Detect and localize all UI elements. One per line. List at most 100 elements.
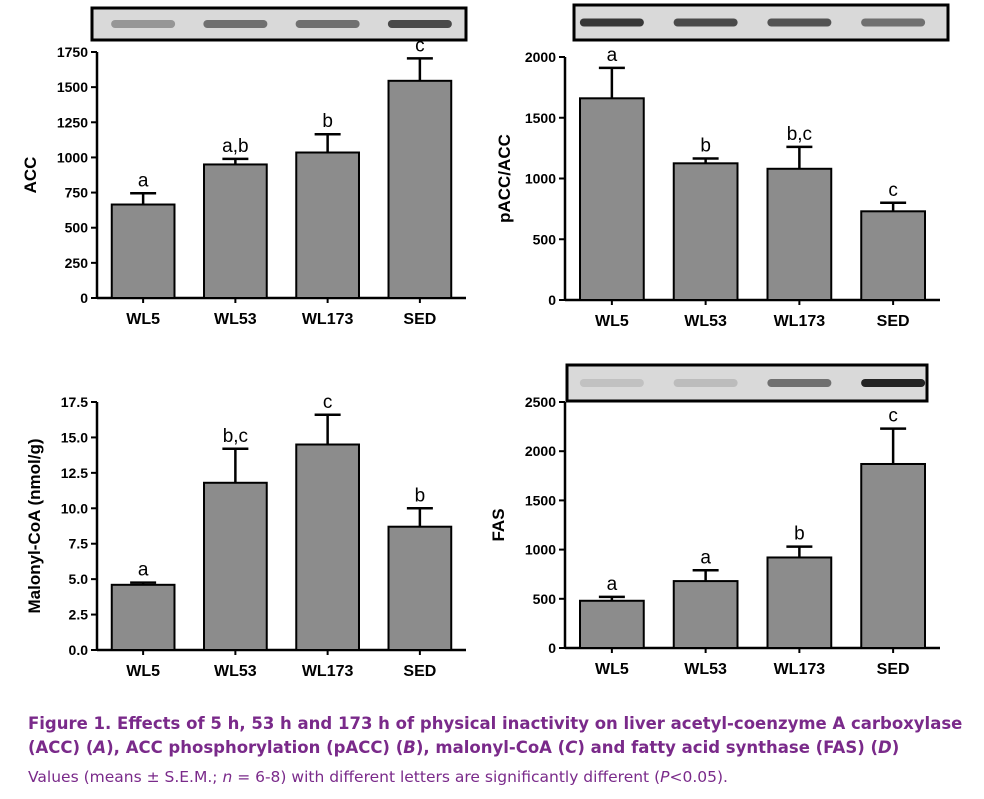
- blot-band: [295, 20, 360, 28]
- x-tick-label: SED: [877, 661, 910, 678]
- y-axis-label: Malonyl-CoA (nmol/g): [25, 438, 44, 613]
- caption-title-part: ), malonyl-CoA (: [415, 738, 566, 757]
- x-tick-label: WL53: [684, 661, 727, 678]
- caption-panel-ref: C: [565, 738, 578, 757]
- bar: [766, 556, 833, 649]
- blot-band: [673, 18, 738, 27]
- x-tick-label: WL5: [126, 311, 160, 328]
- bar: [295, 151, 360, 299]
- y-tick-label: 1750: [57, 44, 88, 60]
- y-tick-label: 5.0: [69, 571, 89, 587]
- x-tick-label: WL173: [302, 311, 354, 328]
- y-tick-label: 1500: [57, 79, 88, 95]
- y-tick-label: 2000: [525, 49, 556, 65]
- y-tick-label: 250: [65, 255, 89, 271]
- blot-band: [203, 20, 268, 28]
- caption-note-part: <0.05).: [669, 768, 728, 786]
- significance-letter: b: [794, 524, 805, 545]
- y-tick-label: 0: [80, 290, 88, 306]
- significance-letter: a,b: [222, 136, 248, 157]
- y-tick-label: 500: [533, 231, 557, 247]
- x-tick-label: WL5: [595, 661, 629, 678]
- bar: [203, 163, 268, 299]
- caption-title: Figure 1. Effects of 5 h, 53 h and 173 h…: [28, 712, 968, 760]
- y-axis-label: ACC: [21, 157, 40, 194]
- significance-letter: a: [138, 560, 149, 581]
- caption-note-part: Values (means ± S.E.M.;: [28, 768, 223, 786]
- caption-panel-ref: D: [878, 738, 892, 757]
- x-tick-label: WL53: [684, 313, 727, 330]
- significance-letter: c: [323, 392, 333, 413]
- significance-letter: a: [138, 170, 149, 191]
- y-tick-label: 750: [65, 185, 89, 201]
- bar: [387, 79, 453, 300]
- y-tick-label: 0: [548, 640, 556, 656]
- x-tick-label: WL5: [595, 313, 629, 330]
- y-tick-label: 1500: [525, 110, 556, 126]
- bar: [579, 599, 645, 650]
- blot-band: [387, 20, 452, 28]
- x-tick-label: WL173: [302, 663, 354, 680]
- y-tick-label: 1250: [57, 114, 88, 130]
- blot-band: [861, 379, 926, 387]
- caption-panel-ref: A: [93, 738, 107, 757]
- caption-note-italic: P: [660, 768, 670, 786]
- panel-a: 0 250 500 750 1000 1250 1500 1750 ACC a WL5 a,b WL53…: [21, 6, 468, 328]
- bar: [110, 203, 176, 300]
- significance-letter: b: [322, 111, 333, 132]
- bar: [672, 580, 739, 650]
- significance-letter: c: [888, 406, 898, 427]
- y-axis-label: pACC/ACC: [495, 134, 514, 223]
- y-tick-label: 2500: [525, 394, 556, 410]
- y-tick-label: 500: [65, 220, 89, 236]
- blot-band: [111, 20, 176, 28]
- x-tick-label: WL53: [214, 311, 257, 328]
- figure-caption: Figure 1. Effects of 5 h, 53 h and 173 h…: [28, 712, 968, 788]
- y-axis-label: FAS: [489, 508, 508, 541]
- caption-title-part: ) and fatty acid synthase (FAS) (: [577, 738, 879, 757]
- caption-title-part: (ACC) (: [28, 738, 94, 757]
- y-tick-label: 0: [548, 292, 556, 308]
- x-tick-label: SED: [403, 663, 436, 680]
- y-tick-label: 1000: [57, 149, 88, 165]
- significance-letter: c: [415, 35, 425, 56]
- significance-letter: b,c: [223, 426, 248, 447]
- y-tick-label: 2.5: [69, 607, 89, 623]
- significance-letter: a: [607, 574, 618, 595]
- x-tick-label: WL53: [214, 663, 257, 680]
- blot-band: [767, 379, 832, 387]
- x-tick-label: SED: [877, 313, 910, 330]
- y-tick-label: 500: [533, 591, 557, 607]
- y-tick-label: 15.0: [61, 429, 88, 445]
- y-tick-label: 10.0: [61, 500, 88, 516]
- blot-band: [579, 379, 644, 387]
- y-tick-label: 7.5: [69, 536, 89, 552]
- y-tick-label: 17.5: [61, 394, 88, 410]
- bar: [579, 97, 645, 301]
- y-tick-label: 1000: [525, 171, 556, 187]
- bar: [766, 167, 833, 301]
- panel-d: 0 500 1000 1500 2000 2500 FAS a WL5 a WL53 b WL173 c S…: [489, 363, 940, 678]
- caption-note-part: = 6-8) with different letters are signif…: [232, 768, 661, 786]
- panel-b: 0 500 1000 1500 2000 pACC/ACC a WL5 b WL53 b,c WL17…: [495, 3, 950, 330]
- figure-panels: 0 250 500 750 1000 1250 1500 1750 ACC a WL5 a,b WL53…: [21, 3, 950, 680]
- x-tick-label: SED: [403, 311, 436, 328]
- x-tick-label: WL173: [774, 313, 826, 330]
- y-tick-label: 0.0: [69, 642, 89, 658]
- bar: [295, 443, 360, 651]
- significance-letter: c: [888, 180, 898, 201]
- x-tick-label: WL173: [774, 661, 826, 678]
- bar: [203, 481, 268, 651]
- caption-note: Values (means ± S.E.M.; n = 6-8) with di…: [28, 766, 968, 788]
- significance-letter: b: [700, 135, 711, 156]
- bar: [860, 462, 926, 649]
- caption-panel-ref: B: [403, 738, 416, 757]
- panel-c: 0.0 2.5 5.0 7.5 10.0 12.5 15.0 17.5 Malonyl-CoA …: [25, 392, 466, 680]
- bar: [672, 162, 739, 301]
- bar: [860, 210, 926, 301]
- bar: [387, 525, 453, 651]
- y-tick-label: 12.5: [61, 465, 88, 481]
- significance-letter: a: [607, 45, 618, 66]
- caption-note-italic: n: [222, 768, 233, 786]
- significance-letter: b: [415, 485, 426, 506]
